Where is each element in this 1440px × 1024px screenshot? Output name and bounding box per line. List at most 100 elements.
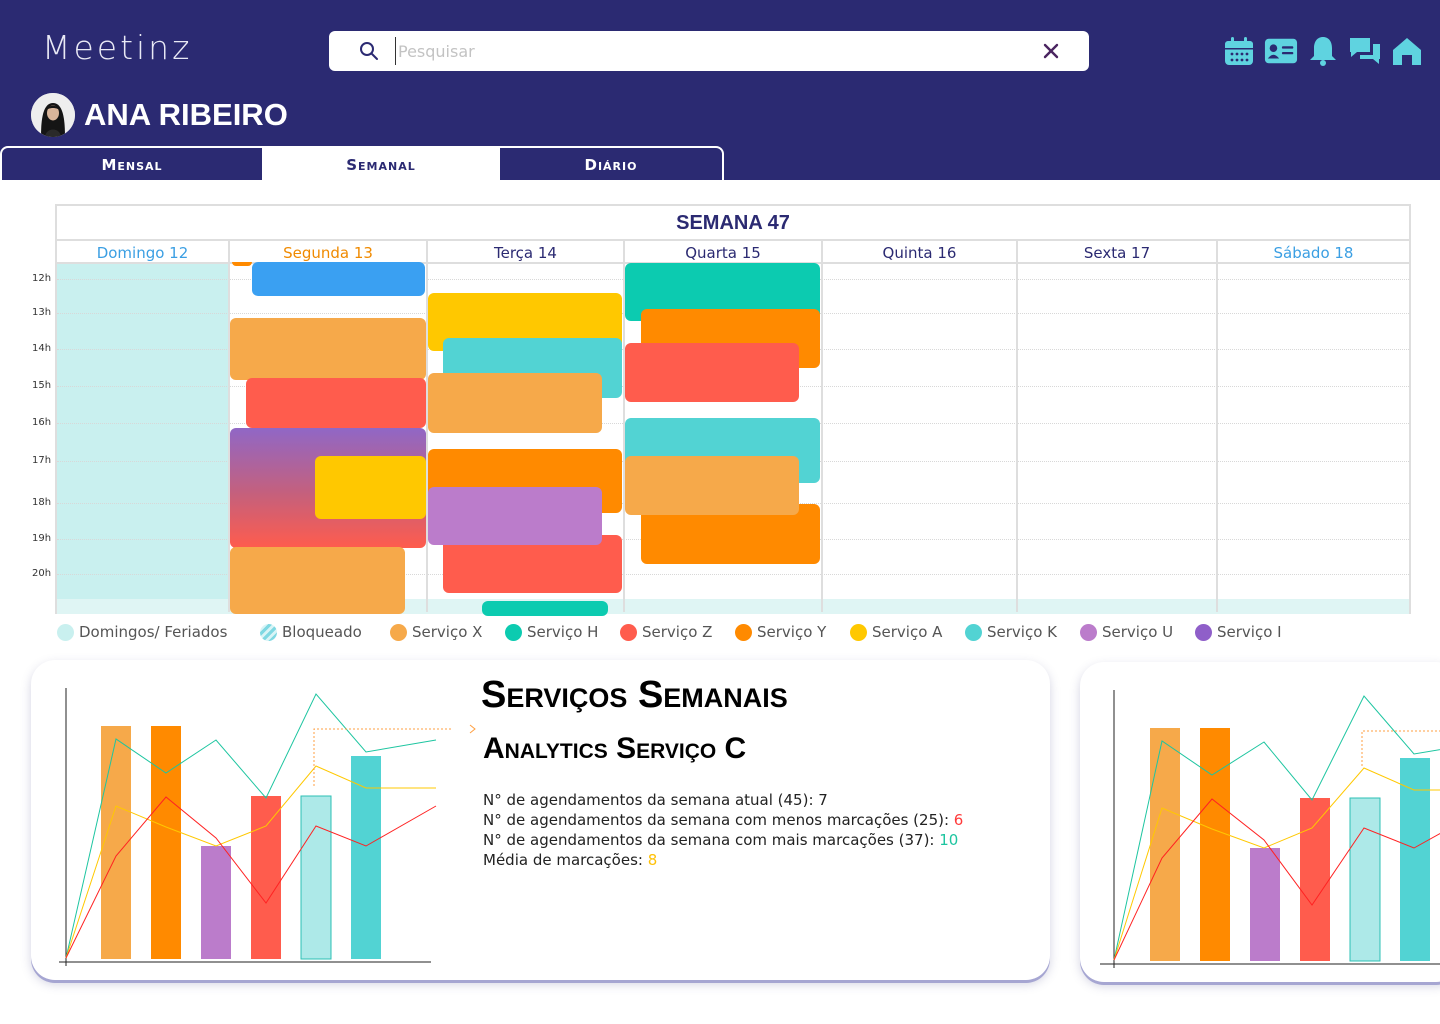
legend-group: Domingos/ Feriados Bloqueado bbox=[57, 623, 390, 641]
legend-label: Serviço Z bbox=[642, 623, 713, 641]
chart-line bbox=[65, 693, 437, 959]
hour-label: 12h bbox=[32, 273, 52, 284]
appointment-block[interactable] bbox=[252, 262, 425, 296]
hour-label: 18h bbox=[32, 497, 52, 508]
chart-bar bbox=[300, 795, 332, 960]
user-name: ANA RIBEIRO bbox=[84, 97, 288, 132]
search-icon[interactable] bbox=[359, 41, 379, 61]
analytics-stats: N° de agendamentos da semana atual (45):… bbox=[483, 790, 963, 870]
legend-label: Serviço H bbox=[527, 623, 599, 641]
legend-label: Bloqueado bbox=[282, 623, 362, 641]
chart-callout bbox=[1361, 730, 1440, 766]
tab-diario[interactable]: Diário bbox=[584, 156, 638, 174]
legend-item: Serviço K bbox=[965, 623, 1080, 641]
day-header-friday[interactable]: Sexta 17 bbox=[1018, 243, 1216, 264]
tab-semanal[interactable]: Semanal bbox=[262, 148, 500, 180]
chart-bar bbox=[1349, 797, 1381, 962]
stat-row: Média de marcações: 8 bbox=[483, 850, 963, 870]
holiday-column bbox=[57, 262, 229, 614]
clear-search-icon[interactable] bbox=[1043, 43, 1059, 59]
chart-bar bbox=[1400, 758, 1430, 961]
stat-value: 8 bbox=[647, 851, 658, 869]
legend-item: Serviço Z bbox=[620, 623, 735, 641]
blocked-swatch-icon bbox=[260, 623, 277, 641]
legend-item: Serviço H bbox=[505, 623, 620, 641]
legend-swatch bbox=[1080, 623, 1097, 641]
home-icon[interactable] bbox=[1390, 34, 1424, 68]
user-profile[interactable]: ANA RIBEIRO bbox=[31, 93, 288, 137]
appointment-block[interactable] bbox=[230, 547, 405, 614]
legend-label: Serviço A bbox=[872, 623, 943, 641]
legend-swatch bbox=[505, 623, 522, 641]
appointment-block[interactable] bbox=[625, 456, 799, 515]
legend-item-holidays: Domingos/ Feriados bbox=[57, 623, 260, 641]
stat-label: N° de agendamentos da semana com mais ma… bbox=[483, 831, 940, 849]
stat-row: N° de agendamentos da semana com menos m… bbox=[483, 810, 963, 830]
tab-mensal[interactable]: Mensal bbox=[101, 156, 163, 174]
legend-label: Serviço U bbox=[1102, 623, 1174, 641]
day-header-saturday[interactable]: Sábado 18 bbox=[1218, 243, 1409, 264]
appointment-block[interactable] bbox=[230, 318, 426, 380]
stat-row: N° de agendamentos da semana com mais ma… bbox=[483, 830, 963, 850]
appointment-block[interactable] bbox=[482, 601, 608, 616]
stat-label: N° de agendamentos da semana atual (45): bbox=[483, 791, 819, 809]
appointment-block[interactable] bbox=[625, 343, 799, 402]
appointment-block[interactable] bbox=[232, 262, 252, 266]
avatar[interactable] bbox=[31, 93, 75, 137]
search-bar bbox=[329, 31, 1089, 71]
analytics-card: Serviços Semanais Analytics Serviço C N°… bbox=[31, 660, 1050, 980]
calendar-icon[interactable] bbox=[1222, 34, 1256, 68]
chart-callout bbox=[313, 728, 451, 786]
week-title: SEMANA 47 bbox=[57, 206, 1409, 241]
analytics-chart bbox=[59, 688, 451, 966]
stat-value: 6 bbox=[953, 811, 964, 829]
chart-bar bbox=[1300, 798, 1330, 961]
legend-swatch bbox=[965, 623, 982, 641]
chart-line bbox=[1113, 798, 1440, 961]
day-header-wednesday[interactable]: Quarta 15 bbox=[625, 243, 821, 264]
view-tabs: Mensal Semanal Diário bbox=[0, 146, 724, 180]
chart-bar bbox=[1200, 728, 1230, 961]
search-input[interactable] bbox=[395, 37, 1015, 65]
stat-label: N° de agendamentos da semana com menos m… bbox=[483, 811, 954, 829]
stat-row: N° de agendamentos da semana atual (45):… bbox=[483, 790, 963, 810]
app-logo[interactable]: Meetinz bbox=[42, 28, 193, 67]
stat-value: 7 bbox=[818, 791, 828, 809]
legend-item: Serviço X bbox=[390, 623, 505, 641]
hour-label: 13h bbox=[32, 307, 52, 318]
chart-line bbox=[1113, 695, 1440, 961]
legend-item: Serviço A bbox=[850, 623, 965, 641]
day-header-tuesday[interactable]: Terça 14 bbox=[428, 243, 623, 264]
day-header-thursday[interactable]: Quinta 16 bbox=[823, 243, 1016, 264]
legend-label: Serviço I bbox=[1217, 623, 1282, 641]
legend-item-blocked: Bloqueado bbox=[260, 623, 390, 641]
appointment-block[interactable] bbox=[428, 373, 602, 433]
contact-card-icon[interactable] bbox=[1264, 34, 1298, 68]
hour-label: 14h bbox=[32, 343, 52, 354]
header-icons bbox=[1222, 34, 1424, 68]
chart-bar bbox=[201, 846, 231, 959]
notification-bell-icon[interactable] bbox=[1306, 34, 1340, 68]
legend-label: Serviço K bbox=[987, 623, 1057, 641]
legend-label: Serviço X bbox=[412, 623, 483, 641]
day-header-monday[interactable]: Segunda 13 bbox=[230, 243, 426, 264]
appointment-block[interactable] bbox=[428, 487, 602, 545]
legend-item: Serviço Y bbox=[735, 623, 850, 641]
hour-label: 17h bbox=[32, 455, 52, 466]
chart-line bbox=[65, 765, 436, 959]
day-header-sunday[interactable]: Domingo 12 bbox=[57, 243, 228, 264]
chat-icon[interactable] bbox=[1348, 34, 1382, 68]
top-header: Meetinz bbox=[0, 0, 1440, 180]
analytics-card-next[interactable] bbox=[1080, 662, 1440, 982]
legend-item: Serviço I bbox=[1195, 623, 1310, 641]
legend-item: Serviço U bbox=[1080, 623, 1195, 641]
appointment-block[interactable] bbox=[246, 378, 426, 428]
legend-label: Domingos/ Feriados bbox=[79, 623, 228, 641]
analytics-chart bbox=[1100, 690, 1440, 968]
calendar-legend: Domingos/ Feriados Bloqueado Serviço X S… bbox=[57, 623, 1310, 641]
chart-bar bbox=[1250, 848, 1280, 961]
arrow-right-icon bbox=[469, 724, 476, 734]
hour-label: 19h bbox=[32, 533, 52, 544]
analytics-subtitle: Analytics Serviço C bbox=[483, 732, 747, 765]
appointment-block[interactable] bbox=[315, 456, 426, 519]
